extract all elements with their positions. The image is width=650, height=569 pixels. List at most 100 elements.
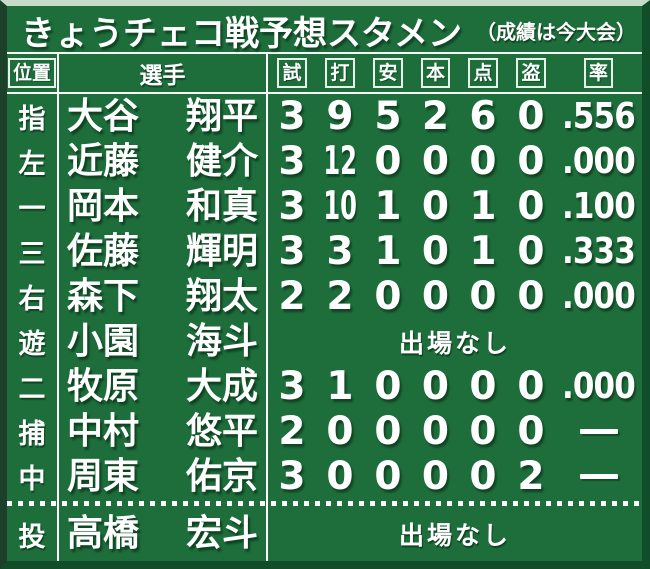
stat-value: 0: [517, 139, 545, 184]
position-cell: 一: [18, 194, 46, 225]
lineup-row: 捕中村 悠平 2 0 0 0 0 0: [7, 409, 642, 454]
stat-value: 0: [421, 274, 450, 319]
given-name: 悠平: [185, 410, 258, 452]
position-cell: 三: [18, 239, 46, 270]
stat-value: 0: [517, 364, 545, 409]
stat-value: 0: [469, 409, 497, 454]
stat-value: 0: [421, 409, 450, 454]
stat-value: 6: [469, 94, 497, 139]
no-appearance-label: 出場なし: [398, 521, 511, 550]
stat-value: 0: [469, 454, 497, 499]
separator-player-cell: [57, 499, 268, 507]
given-name: 宏斗: [185, 513, 258, 554]
stat-value: 1: [469, 184, 497, 229]
stat-value: 1: [374, 184, 402, 229]
position-cell: 捕: [18, 419, 46, 450]
surname: 小園: [67, 320, 140, 362]
player-name: 森下 翔太: [57, 274, 268, 319]
stat-value: 0: [517, 94, 545, 139]
stat-value: 0: [421, 229, 450, 274]
stat-value: 3: [278, 229, 306, 274]
stat-value: 0: [326, 454, 354, 499]
player-name: 牧原 大成: [57, 364, 268, 409]
surname: 佐藤: [67, 230, 140, 272]
lineup-row: 三佐藤 輝明 3 3 1 0 1 0.333: [7, 229, 642, 274]
stat-value: 1: [374, 229, 402, 274]
given-name: 海斗: [185, 320, 258, 362]
stat-value: 1: [469, 229, 497, 274]
separator-position-cell: [7, 499, 57, 507]
header-average: 率: [555, 54, 642, 92]
stat-value: 0: [374, 139, 402, 184]
separator-stats-cell: [268, 499, 642, 507]
title-note: （成績は今大会）: [476, 19, 636, 44]
stat-value: 0: [374, 364, 402, 409]
table-header: 位置 選手 試 打 安 本 点 盗 率: [7, 54, 642, 92]
stat-value: 0: [374, 454, 402, 499]
stat-value: 0: [469, 139, 497, 184]
batting-average: .333: [562, 231, 636, 272]
stat-value: 1: [326, 364, 354, 409]
stat-value: 2: [278, 274, 306, 319]
header-hits: 安: [364, 54, 412, 92]
given-name: 翔平: [185, 95, 258, 137]
given-name: 翔太: [185, 275, 258, 317]
player-name: 近藤 健介: [57, 139, 268, 184]
player-name: 小園 海斗: [57, 319, 268, 364]
lineup-row: 左近藤 健介 3 12 0 0 0 0.000: [7, 139, 642, 184]
stat-value: 2: [278, 409, 306, 454]
stat-value: 10: [323, 184, 357, 229]
header-homeruns: 本: [412, 54, 459, 92]
no-appearance-label: 出場なし: [398, 328, 511, 358]
header-position: 位置: [7, 54, 57, 92]
stat-value: 2: [326, 274, 354, 319]
stat-value: 0: [421, 364, 450, 409]
batting-average: [555, 454, 642, 499]
lineup-row: 右森下 翔太 2 2 0 0 0 0.000: [7, 274, 642, 319]
dash-value: [579, 474, 618, 479]
surname: 周東: [67, 455, 140, 497]
given-name: 輝明: [185, 230, 258, 272]
header-divider: [7, 92, 642, 94]
stat-value: 0: [517, 184, 545, 229]
stat-value: 12: [323, 139, 357, 184]
position-cell: 中: [18, 464, 46, 495]
stat-value: 0: [421, 454, 450, 499]
lineup-row: 一岡本 和真 3 10 1 0 1 0.100: [7, 184, 642, 229]
stat-value: 3: [278, 364, 306, 409]
position-cell: 二: [18, 374, 46, 405]
header-games: 試: [268, 54, 316, 92]
position-cell: 左: [18, 149, 46, 180]
stat-value: 3: [278, 94, 306, 139]
position-cell: 右: [18, 284, 46, 315]
batting-average: [555, 409, 642, 454]
stat-value: 0: [517, 274, 545, 319]
position-cell: 指: [18, 104, 46, 135]
batting-average: .000: [562, 276, 636, 317]
given-name: 大成: [185, 365, 258, 407]
header-rbi: 点: [459, 54, 507, 92]
player-name: 周東 佑京: [57, 454, 268, 499]
stat-value: 3: [278, 139, 306, 184]
given-name: 健介: [185, 140, 258, 182]
stat-value: 0: [326, 409, 354, 454]
player-name: 高橋 宏斗: [57, 507, 268, 561]
position-cell: 投: [18, 521, 46, 553]
stat-value: 0: [469, 274, 497, 319]
stat-value: 0: [517, 229, 545, 274]
stat-value: 0: [517, 409, 545, 454]
surname: 大谷: [67, 95, 140, 137]
dash-value: [579, 429, 618, 434]
page-title: きょうチェコ戦予想スタメン: [21, 13, 462, 54]
player-name: 大谷 翔平: [57, 94, 268, 139]
stat-value: 0: [421, 139, 450, 184]
stat-value: 0: [421, 184, 450, 229]
title-divider: [7, 52, 642, 54]
surname: 岡本: [67, 185, 140, 227]
lineup-rows: 指大谷 翔平 3 9 5 2 6 0.556 左近藤 健介 3 12 0 0 0 0.000 一岡本 和真 3 10 1…: [7, 94, 642, 561]
stat-value: 2: [421, 94, 450, 139]
batting-average: .000: [562, 141, 636, 182]
stat-value: 0: [374, 274, 402, 319]
player-name: 中村 悠平: [57, 409, 268, 454]
